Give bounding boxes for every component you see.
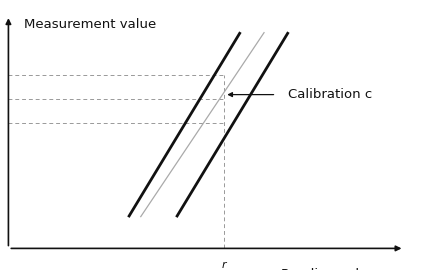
Text: r: r bbox=[222, 260, 226, 270]
Text: Measurement value: Measurement value bbox=[24, 18, 157, 31]
Text: Reading value: Reading value bbox=[282, 268, 376, 270]
Text: Calibration c: Calibration c bbox=[288, 88, 373, 101]
